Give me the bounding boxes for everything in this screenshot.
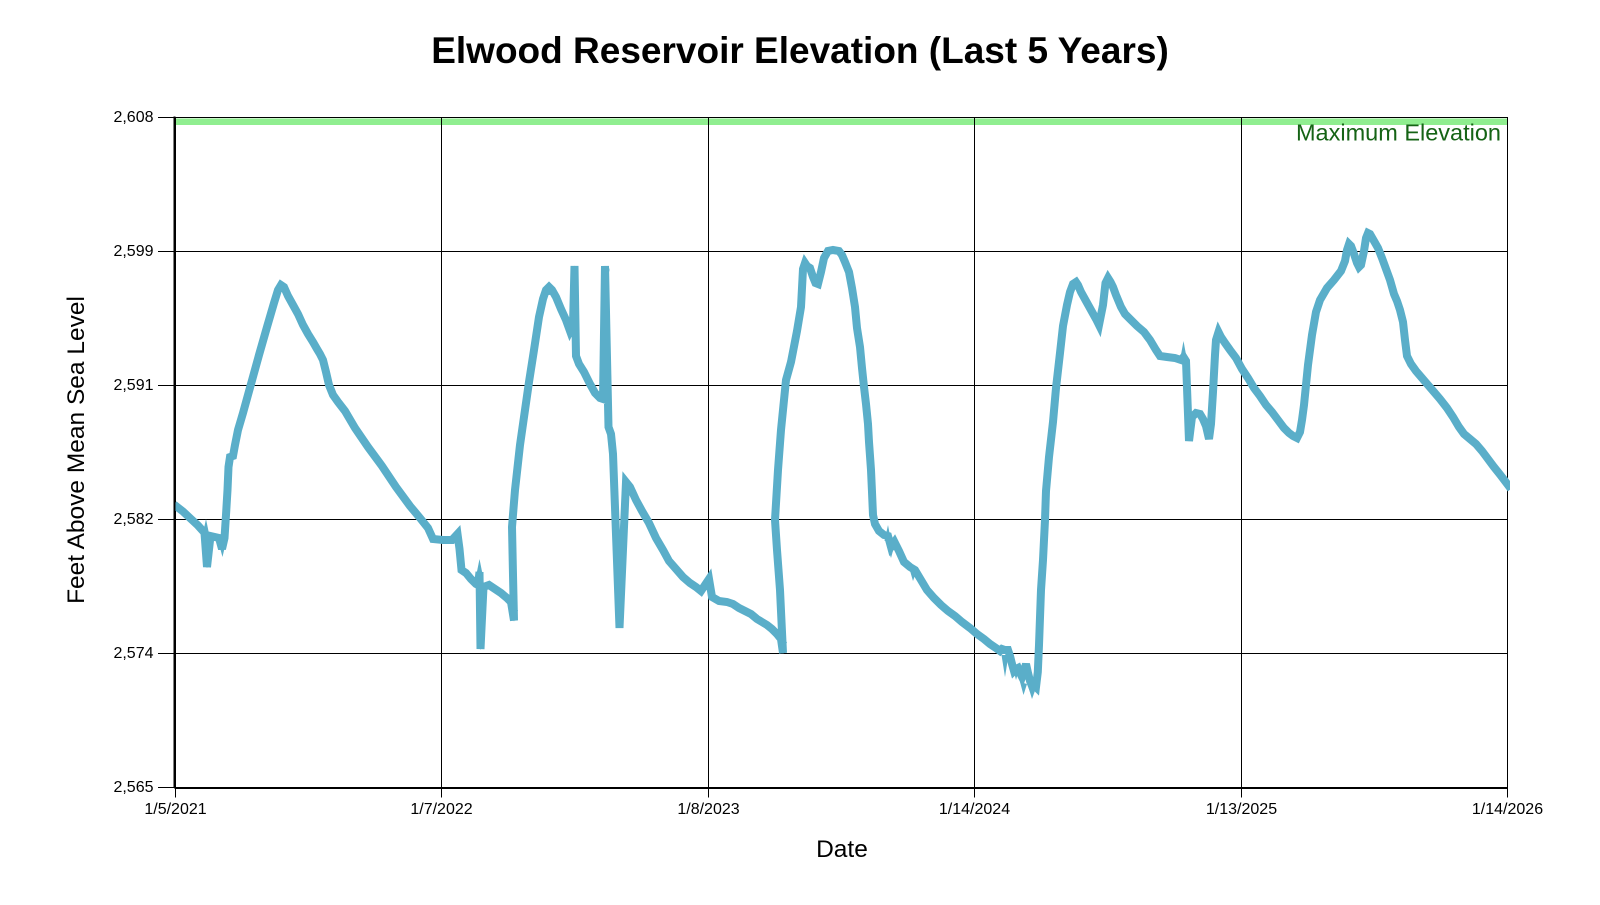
svg-text:2,574: 2,574	[113, 645, 153, 662]
svg-text:1/14/2026: 1/14/2026	[1472, 801, 1543, 818]
svg-text:1/14/2024: 1/14/2024	[939, 801, 1010, 818]
svg-text:2,565: 2,565	[113, 779, 153, 796]
svg-text:1/13/2025: 1/13/2025	[1206, 801, 1277, 818]
svg-text:1/8/2023: 1/8/2023	[677, 801, 739, 818]
svg-text:1/7/2022: 1/7/2022	[410, 801, 472, 818]
svg-text:2,599: 2,599	[113, 243, 153, 260]
svg-text:Feet Above Mean Sea Level: Feet Above Mean Sea Level	[63, 296, 90, 604]
svg-text:2,608: 2,608	[113, 109, 153, 126]
svg-text:2,582: 2,582	[113, 511, 153, 528]
svg-text:Date: Date	[816, 836, 868, 863]
svg-text:1/5/2021: 1/5/2021	[144, 801, 206, 818]
svg-text:Elwood Reservoir Elevation (La: Elwood Reservoir Elevation (Last 5 Years…	[431, 30, 1169, 71]
svg-text:2,591: 2,591	[113, 377, 153, 394]
svg-text:Maximum Elevation: Maximum Elevation	[1296, 120, 1501, 146]
